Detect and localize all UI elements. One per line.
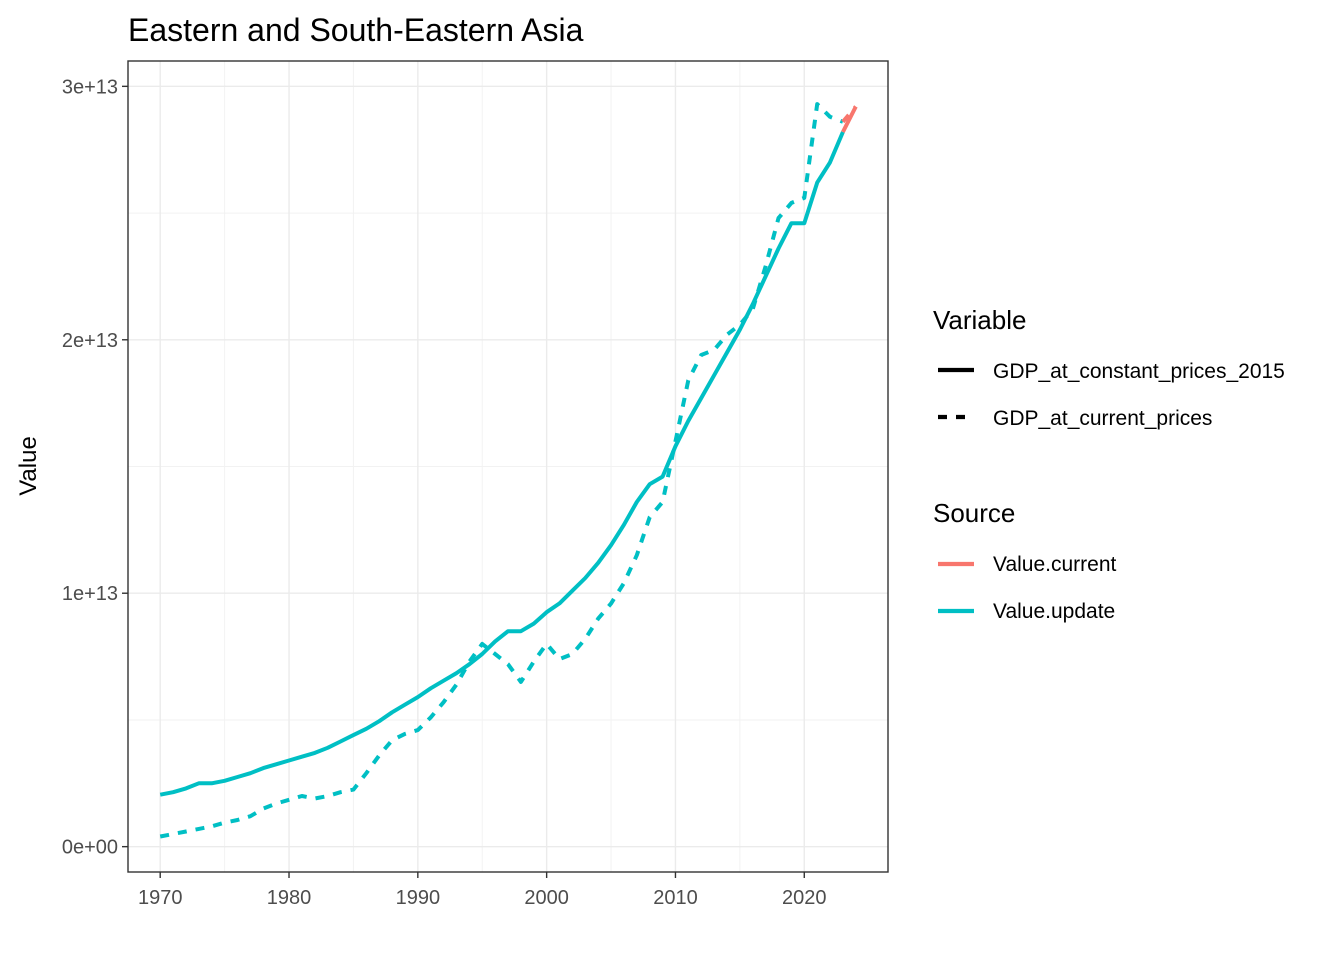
y-axis-title: Value bbox=[15, 436, 42, 496]
series-line-value-current-current bbox=[841, 105, 858, 124]
y-tick-label: 1e+13 bbox=[62, 583, 118, 605]
series-line-value-update-constant bbox=[159, 131, 845, 797]
y-tick-label: 3e+13 bbox=[62, 76, 118, 98]
x-tick-label: 1970 bbox=[138, 887, 183, 909]
legend-source-title: Source bbox=[933, 498, 1015, 528]
x-tick-label: 1980 bbox=[267, 887, 312, 909]
chart-title: Eastern and South-Eastern Asia bbox=[128, 12, 584, 48]
x-tick-label: 2020 bbox=[782, 887, 827, 909]
x-tick-label: 2010 bbox=[653, 887, 698, 909]
legend-label-constant-prices: GDP_at_constant_prices_2015 bbox=[993, 360, 1285, 383]
series-line-value-current-constant bbox=[841, 105, 858, 133]
y-tick-label: 2e+13 bbox=[62, 330, 118, 352]
series-line-value-update-current bbox=[159, 102, 844, 839]
legend-variable-title: Variable bbox=[933, 305, 1026, 335]
x-tick-label: 2000 bbox=[524, 887, 569, 909]
grid-minor bbox=[128, 61, 888, 872]
series-layer bbox=[159, 102, 858, 839]
legend-label-value-update: Value.update bbox=[993, 600, 1115, 623]
axis-ticks: 1970 1980 1990 2000 2010 2020 0e+00 1e+13 2e+13 3… bbox=[62, 76, 827, 909]
legend-variable: Variable GDP_at_constant_prices_2015 GDP… bbox=[933, 305, 1285, 430]
legend-label-value-current: Value.current bbox=[993, 553, 1117, 576]
legend-label-current-prices: GDP_at_current_prices bbox=[993, 407, 1212, 430]
panel-border bbox=[127, 60, 889, 873]
legend-source: Source Value.current Value.update bbox=[933, 498, 1117, 623]
y-tick-label: 0e+00 bbox=[62, 837, 118, 859]
x-tick-label: 1990 bbox=[396, 887, 441, 909]
grid-major bbox=[128, 61, 888, 872]
